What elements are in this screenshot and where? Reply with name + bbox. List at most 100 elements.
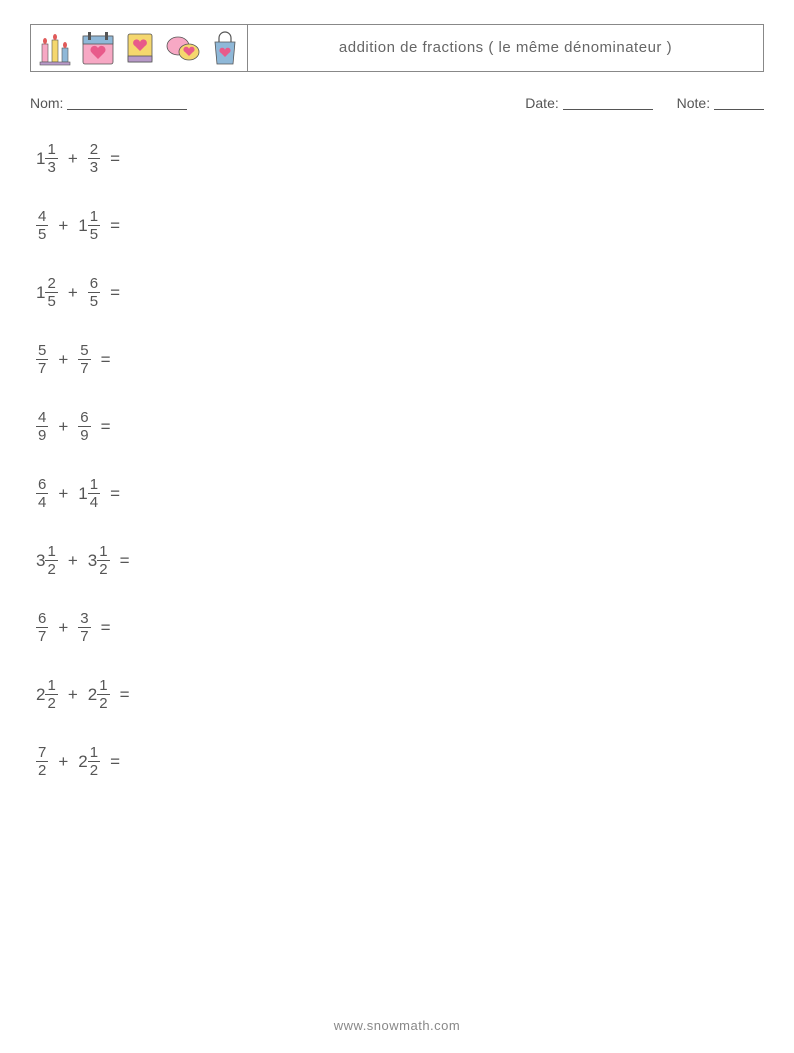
denominator: 2 bbox=[97, 695, 109, 712]
denominator: 5 bbox=[36, 226, 48, 243]
book-heart-icon bbox=[125, 30, 155, 66]
calendar-heart-icon bbox=[81, 30, 115, 66]
denominator: 7 bbox=[36, 628, 48, 645]
fraction: 72 bbox=[36, 744, 48, 779]
equals-sign: = bbox=[116, 686, 130, 703]
numerator: 6 bbox=[78, 409, 90, 426]
whole-number: 2 bbox=[78, 753, 87, 770]
plus-operator: + bbox=[54, 217, 72, 234]
denominator: 9 bbox=[36, 427, 48, 444]
numerator: 1 bbox=[97, 543, 109, 560]
equals-sign: = bbox=[116, 552, 130, 569]
numerator: 1 bbox=[45, 141, 57, 158]
fraction: 23 bbox=[88, 141, 100, 176]
fraction: 57 bbox=[78, 342, 90, 377]
problem-row: 113+23= bbox=[36, 141, 764, 176]
denominator: 5 bbox=[88, 226, 100, 243]
chat-heart-icon bbox=[165, 30, 201, 66]
whole-number: 3 bbox=[88, 552, 97, 569]
fraction: 12 bbox=[45, 543, 57, 578]
numerator: 6 bbox=[36, 476, 48, 493]
denominator: 7 bbox=[78, 360, 90, 377]
header-box: addition de fractions ( le même dénomina… bbox=[30, 24, 764, 72]
denominator: 7 bbox=[36, 360, 48, 377]
numerator: 6 bbox=[36, 610, 48, 627]
numerator: 2 bbox=[45, 275, 57, 292]
denominator: 7 bbox=[78, 628, 90, 645]
denominator: 2 bbox=[45, 561, 57, 578]
numerator: 1 bbox=[88, 208, 100, 225]
equals-sign: = bbox=[106, 485, 120, 502]
fraction: 45 bbox=[36, 208, 48, 243]
plus-operator: + bbox=[54, 418, 72, 435]
problem-row: 212+212= bbox=[36, 677, 764, 712]
whole-number: 2 bbox=[88, 686, 97, 703]
fraction: 15 bbox=[88, 208, 100, 243]
denominator: 4 bbox=[36, 494, 48, 511]
note-label: Note: bbox=[677, 95, 710, 111]
numerator: 3 bbox=[78, 610, 90, 627]
denominator: 4 bbox=[88, 494, 100, 511]
plus-operator: + bbox=[64, 686, 82, 703]
date-blank[interactable] bbox=[563, 96, 653, 110]
problem-row: 72 +212 = bbox=[36, 744, 764, 779]
fraction: 69 bbox=[78, 409, 90, 444]
equals-sign: = bbox=[97, 351, 111, 368]
numerator: 2 bbox=[88, 141, 100, 158]
equals-sign: = bbox=[106, 753, 120, 770]
candles-icon bbox=[39, 30, 71, 66]
plus-operator: + bbox=[54, 619, 72, 636]
numerator: 7 bbox=[36, 744, 48, 761]
fraction: 37 bbox=[78, 610, 90, 645]
problem-row: 312+312= bbox=[36, 543, 764, 578]
equals-sign: = bbox=[97, 619, 111, 636]
denominator: 2 bbox=[45, 695, 57, 712]
fraction: 65 bbox=[88, 275, 100, 310]
fraction: 49 bbox=[36, 409, 48, 444]
numerator: 1 bbox=[45, 677, 57, 694]
denominator: 2 bbox=[88, 762, 100, 779]
fraction: 64 bbox=[36, 476, 48, 511]
numerator: 6 bbox=[88, 275, 100, 292]
denominator: 5 bbox=[88, 293, 100, 310]
problem-list: 113+23=45+115=125+65=57+57=49+69=64+114=… bbox=[30, 141, 764, 779]
problem-row: 125+65= bbox=[36, 275, 764, 310]
fraction: 12 bbox=[97, 677, 109, 712]
plus-operator: + bbox=[64, 150, 82, 167]
plus-operator: + bbox=[64, 552, 82, 569]
whole-number: 1 bbox=[36, 284, 45, 301]
worksheet-page: addition de fractions ( le même dénomina… bbox=[0, 0, 794, 1053]
footer-url: www.snowmath.com bbox=[0, 1018, 794, 1033]
denominator: 3 bbox=[88, 159, 100, 176]
fraction: 12 bbox=[45, 677, 57, 712]
fraction: 57 bbox=[36, 342, 48, 377]
bag-heart-icon bbox=[211, 30, 239, 66]
numerator: 1 bbox=[45, 543, 57, 560]
numerator: 4 bbox=[36, 409, 48, 426]
equals-sign: = bbox=[97, 418, 111, 435]
fraction: 13 bbox=[45, 141, 57, 176]
icon-strip bbox=[31, 25, 248, 71]
numerator: 4 bbox=[36, 208, 48, 225]
problem-row: 57+57= bbox=[36, 342, 764, 377]
numerator: 1 bbox=[88, 744, 100, 761]
whole-number: 3 bbox=[36, 552, 45, 569]
note-field: Note: bbox=[677, 94, 764, 111]
numerator: 5 bbox=[78, 342, 90, 359]
denominator: 3 bbox=[45, 159, 57, 176]
problem-row: 45+115= bbox=[36, 208, 764, 243]
numerator: 5 bbox=[36, 342, 48, 359]
plus-operator: + bbox=[54, 753, 72, 770]
date-field: Date: bbox=[525, 94, 652, 111]
note-blank[interactable] bbox=[714, 96, 764, 110]
plus-operator: + bbox=[54, 351, 72, 368]
equals-sign: = bbox=[106, 217, 120, 234]
name-label: Nom: bbox=[30, 95, 63, 111]
equals-sign: = bbox=[106, 284, 120, 301]
whole-number: 1 bbox=[78, 485, 87, 502]
name-blank[interactable] bbox=[67, 96, 187, 110]
plus-operator: + bbox=[64, 284, 82, 301]
denominator: 5 bbox=[45, 293, 57, 310]
name-field: Nom: bbox=[30, 94, 525, 111]
date-label: Date: bbox=[525, 95, 558, 111]
